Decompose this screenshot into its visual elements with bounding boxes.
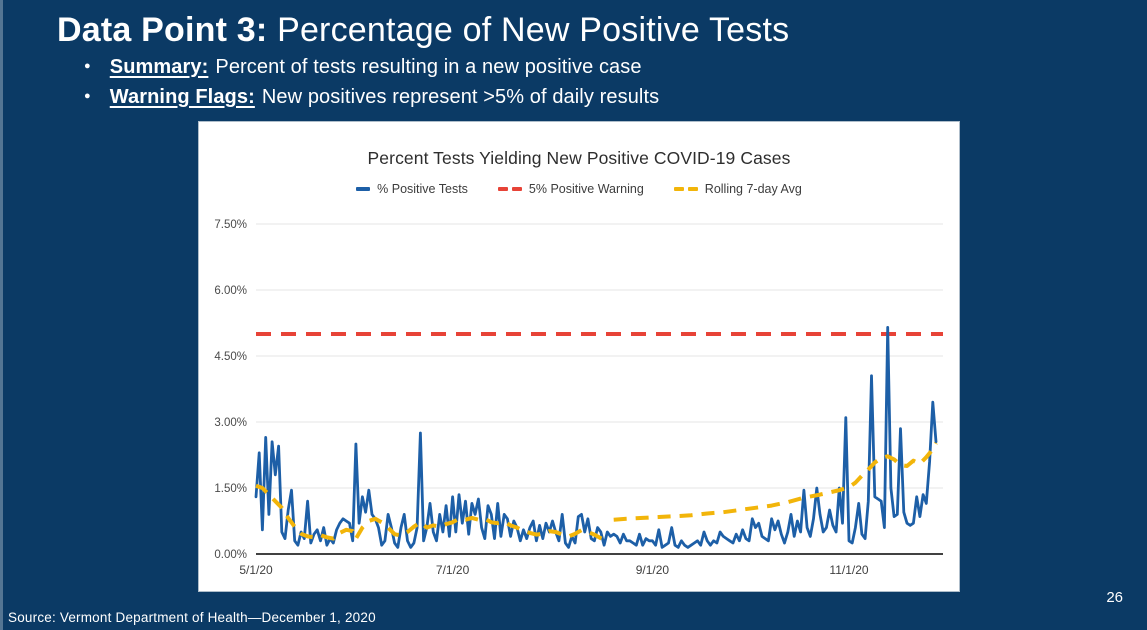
- legend-label: % Positive Tests: [377, 182, 468, 196]
- rolling-avg-line: [613, 442, 938, 522]
- bullet-marker-icon: ●: [84, 90, 91, 102]
- bullet-list: ● Summary: Percent of tests resulting in…: [84, 52, 659, 112]
- y-tick-label: 6.00%: [214, 285, 247, 297]
- page-number: 26: [1106, 589, 1123, 606]
- y-tick-label: 3.00%: [214, 417, 247, 429]
- legend-item-positive-tests: % Positive Tests: [356, 182, 468, 196]
- legend-label: 5% Positive Warning: [528, 182, 644, 196]
- bullet-lead-warning-flags: Warning Flags:: [109, 85, 255, 108]
- bullet-text-summary: Percent of tests resulting in a new posi…: [215, 55, 642, 78]
- chart-title: Percent Tests Yielding New Positive COVI…: [367, 148, 791, 168]
- bullet-lead-summary: Summary:: [109, 55, 209, 78]
- line-swatch-icon: [356, 187, 371, 191]
- chart-plot: 0.00% 1.50% 3.00% 4.50% 6.00% 7.50% 5/1/20 7/1/…: [214, 219, 943, 577]
- legend-label: Rolling 7-day Avg: [704, 182, 802, 196]
- rolling-avg-line: [255, 483, 609, 543]
- y-tick-label: 7.50%: [214, 219, 247, 231]
- y-tick-label: 4.50%: [214, 351, 247, 363]
- page-title: Data Point 3: Percentage of New Positive…: [57, 10, 789, 50]
- chart-legend: % Positive Tests 5% Positive Warning Rol…: [199, 182, 959, 196]
- bullet-item-summary: ● Summary: Percent of tests resulting in…: [84, 52, 659, 82]
- x-tick-label: 5/1/20: [239, 563, 273, 577]
- source-text: Source: Vermont Department of Health—Dec…: [8, 610, 376, 625]
- x-tick-label: 11/1/20: [829, 563, 868, 577]
- bullet-marker-icon: ●: [84, 60, 91, 72]
- positive-tests-line: [254, 325, 938, 549]
- dashed-line-swatch-icon: [497, 187, 522, 191]
- legend-item-warning: 5% Positive Warning: [497, 182, 644, 196]
- x-tick-label: 9/1/20: [636, 563, 670, 577]
- title-lead: Data Point 3:: [57, 11, 268, 49]
- chart-card: Percent Tests Yielding New Positive COVI…: [198, 121, 960, 592]
- bullet-item-warning-flags: ● Warning Flags: New positives represent…: [84, 82, 659, 112]
- y-tick-label: 0.00%: [214, 549, 247, 561]
- title-rest: Percentage of New Positive Tests: [277, 11, 790, 49]
- dashed-line-swatch-icon: [673, 187, 698, 191]
- x-tick-label: 7/1/20: [436, 563, 470, 577]
- y-tick-label: 1.50%: [214, 483, 247, 495]
- bullet-text-warning-flags: New positives represent >5% of daily res…: [261, 85, 660, 108]
- slide-left-edge: [0, 0, 3, 630]
- legend-item-rolling-avg: Rolling 7-day Avg: [673, 182, 802, 196]
